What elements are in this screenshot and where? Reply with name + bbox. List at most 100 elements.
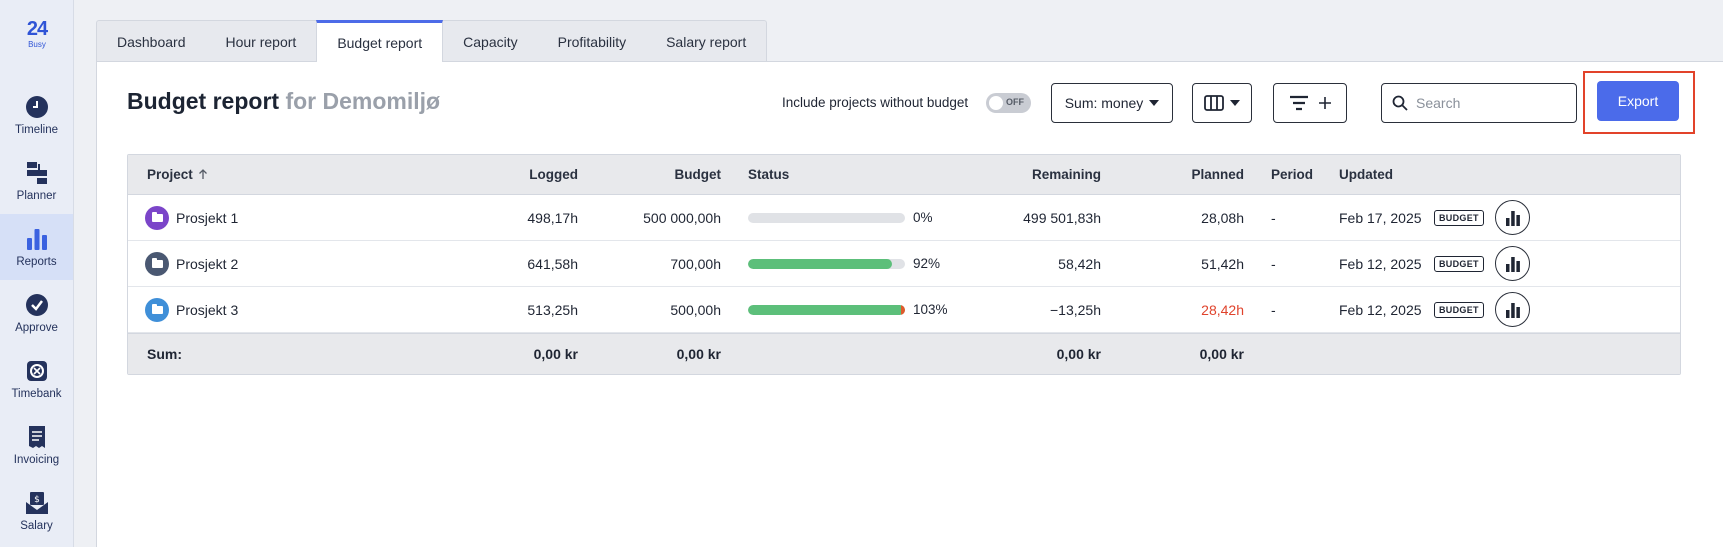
remaining-cell: 58,42h bbox=[1058, 255, 1101, 272]
project-cell[interactable]: Prosjekt 2 bbox=[145, 241, 238, 286]
sum-select[interactable]: Sum: money bbox=[1051, 83, 1173, 123]
budget-cell: 500,00h bbox=[670, 301, 721, 318]
table-row[interactable]: Prosjekt 2 641,58h 700,00h 92% 58,42h 51… bbox=[128, 241, 1680, 287]
check-circle-icon bbox=[25, 294, 48, 316]
columns-icon bbox=[1204, 95, 1224, 111]
clock-icon bbox=[25, 96, 48, 118]
sidebar-item-salary[interactable]: $ Salary bbox=[0, 478, 73, 544]
tab-capacity[interactable]: Capacity bbox=[463, 33, 518, 50]
app-logo[interactable]: 24 Busy bbox=[0, 18, 74, 62]
column-header-project[interactable]: Project bbox=[147, 155, 208, 194]
planned-cell: 28,42h bbox=[1201, 301, 1244, 318]
include-projects-toggle[interactable]: OFF bbox=[986, 93, 1031, 113]
page-title-subtitle: for Demomiljø bbox=[285, 88, 441, 114]
timebank-icon bbox=[26, 361, 47, 381]
columns-button[interactable] bbox=[1192, 83, 1252, 123]
column-header-remaining[interactable]: Remaining bbox=[1031, 167, 1101, 182]
sidebar-item-timebank[interactable]: Timebank bbox=[0, 346, 73, 412]
sum-label: Sum: bbox=[147, 346, 182, 362]
sort-ascending-icon bbox=[198, 169, 207, 179]
sidebar-item-invoicing[interactable]: Invoicing bbox=[0, 412, 73, 478]
remaining-cell: 499 501,83h bbox=[1023, 209, 1101, 226]
budget-badge-cell: BUDGET bbox=[1434, 241, 1484, 286]
chart-button-cell bbox=[1495, 195, 1530, 240]
period-cell: - bbox=[1271, 255, 1276, 272]
logo-mark: 24 bbox=[26, 18, 48, 40]
sidebar-item-approve[interactable]: Approve bbox=[0, 280, 73, 346]
column-header-period[interactable]: Period bbox=[1271, 167, 1314, 182]
status-cell: 0% bbox=[748, 195, 933, 240]
logged-cell: 498,17h bbox=[527, 209, 578, 226]
sidebar-item-label: Salary bbox=[20, 520, 53, 532]
chevron-down-icon bbox=[1149, 100, 1160, 106]
toggle-knob bbox=[989, 96, 1003, 110]
planned-cell: 51,42h bbox=[1201, 255, 1244, 272]
progress-fill bbox=[748, 304, 905, 315]
project-name: Prosjekt 2 bbox=[176, 255, 239, 272]
logged-cell: 641,58h bbox=[527, 255, 578, 272]
tab-hour-report[interactable]: Hour report bbox=[225, 33, 297, 50]
search-box[interactable] bbox=[1381, 83, 1577, 123]
column-header-updated[interactable]: Updated bbox=[1339, 167, 1393, 182]
project-cell[interactable]: Prosjekt 3 bbox=[145, 287, 238, 332]
logo-subtext: Busy bbox=[28, 40, 46, 49]
sum-budget: 0,00 kr bbox=[676, 346, 721, 362]
budget-badge[interactable]: BUDGET bbox=[1434, 301, 1484, 318]
add-filter-button[interactable] bbox=[1273, 83, 1347, 123]
progress-bar bbox=[748, 212, 905, 223]
project-folder-icon bbox=[145, 251, 169, 276]
tab-budget-report[interactable]: Budget report bbox=[316, 20, 444, 62]
sidebar-item-label: Approve bbox=[15, 322, 58, 334]
view-chart-button[interactable] bbox=[1495, 200, 1530, 235]
table-row[interactable]: Prosjekt 1 498,17h 500 000,00h 0% 499 50… bbox=[128, 195, 1680, 241]
progress-bar bbox=[748, 304, 905, 315]
progress-overrun bbox=[901, 304, 905, 315]
column-header-budget[interactable]: Budget bbox=[674, 167, 722, 182]
view-chart-button[interactable] bbox=[1495, 246, 1530, 281]
progress-percent: 92% bbox=[913, 256, 941, 271]
report-panel: Budget report for Demomiljø Include proj… bbox=[96, 61, 1723, 547]
budget-badge-cell: BUDGET bbox=[1434, 195, 1484, 240]
budget-badge[interactable]: BUDGET bbox=[1434, 255, 1484, 272]
table-footer: Sum: 0,00 kr 0,00 kr 0,00 kr 0,00 kr bbox=[128, 333, 1680, 374]
project-folder-icon bbox=[145, 297, 169, 322]
svg-text:$: $ bbox=[34, 495, 40, 505]
project-cell[interactable]: Prosjekt 1 bbox=[145, 195, 238, 240]
sidebar: 24 Busy Timeline Planner Reports Ap bbox=[0, 0, 74, 547]
budget-badge[interactable]: BUDGET bbox=[1434, 209, 1484, 226]
search-input[interactable] bbox=[1416, 95, 1566, 111]
sidebar-item-label: Reports bbox=[16, 256, 57, 268]
progress-percent: 103% bbox=[913, 302, 948, 317]
tab-profitability[interactable]: Profitability bbox=[557, 33, 627, 50]
column-header-planned[interactable]: Planned bbox=[1191, 167, 1244, 182]
chevron-down-icon bbox=[1230, 100, 1240, 106]
chart-button-cell bbox=[1495, 287, 1530, 332]
project-name: Prosjekt 3 bbox=[176, 301, 239, 318]
period-cell: - bbox=[1271, 301, 1276, 318]
tab-dashboard[interactable]: Dashboard bbox=[117, 33, 186, 50]
invoice-icon bbox=[28, 426, 45, 448]
export-highlight bbox=[1583, 71, 1695, 134]
plus-icon bbox=[1318, 97, 1331, 109]
view-chart-button[interactable] bbox=[1495, 292, 1530, 327]
sidebar-item-reports[interactable]: Reports bbox=[0, 214, 73, 280]
updated-cell: Feb 17, 2025 bbox=[1339, 209, 1422, 226]
column-header-logged[interactable]: Logged bbox=[529, 167, 578, 182]
planner-icon bbox=[26, 162, 47, 184]
column-label: Project bbox=[147, 167, 193, 182]
sidebar-item-planner[interactable]: Planner bbox=[0, 148, 73, 214]
export-button[interactable]: Export bbox=[1597, 81, 1679, 121]
page-title-main: Budget report bbox=[127, 88, 280, 114]
period-cell: - bbox=[1271, 209, 1276, 226]
table-row[interactable]: Prosjekt 3 513,25h 500,00h 103% −13,25h … bbox=[128, 287, 1680, 333]
table-header: Project Logged Budget Status Remaining P… bbox=[128, 155, 1680, 195]
status-cell: 103% bbox=[748, 287, 948, 332]
status-cell: 92% bbox=[748, 241, 940, 286]
progress-percent: 0% bbox=[913, 210, 933, 225]
bar-chart-icon bbox=[1505, 210, 1520, 226]
updated-cell: Feb 12, 2025 bbox=[1339, 301, 1422, 318]
sidebar-item-timeline[interactable]: Timeline bbox=[0, 82, 73, 148]
column-header-status[interactable]: Status bbox=[748, 167, 790, 182]
tab-salary-report[interactable]: Salary report bbox=[666, 33, 747, 50]
salary-icon: $ bbox=[25, 492, 48, 514]
